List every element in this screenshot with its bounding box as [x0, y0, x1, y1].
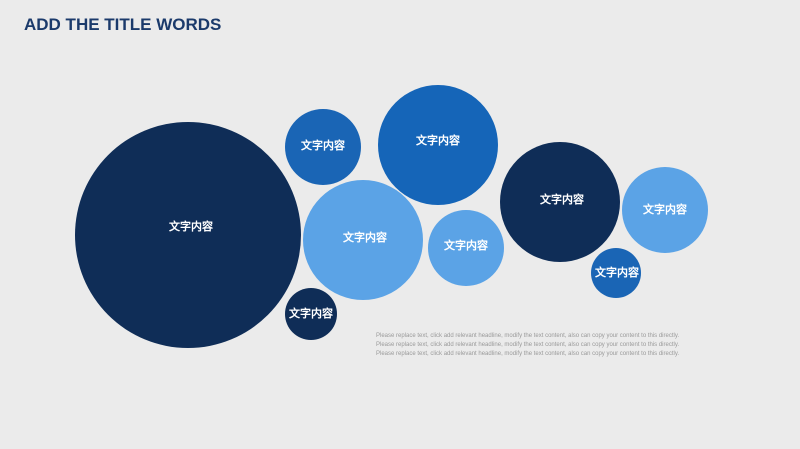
circle-label: 文字内容 [169, 219, 213, 233]
circle [75, 122, 301, 348]
circle-label: 文字内容 [540, 192, 584, 206]
circle [591, 248, 641, 298]
title: ADD THE TITLE WORDS [24, 15, 221, 34]
circle-label: 文字内容 [444, 238, 488, 252]
circle-label: 文字内容 [416, 133, 460, 147]
circle [303, 180, 423, 300]
body-text: Please replace text, click add relevant … [376, 351, 679, 357]
body-text: Please replace text, click add relevant … [376, 342, 679, 348]
circle [428, 210, 504, 286]
circle [285, 109, 361, 185]
circle [378, 85, 498, 205]
circle-label: 文字内容 [643, 202, 687, 216]
circle-label: 文字内容 [301, 138, 345, 152]
circle [622, 167, 708, 253]
circle-label: 文字内容 [343, 230, 387, 244]
circle [285, 288, 337, 340]
body-text: Please replace text, click add relevant … [376, 333, 679, 339]
circle [500, 142, 620, 262]
circle-label: 文字内容 [289, 306, 333, 320]
circle-label: 文字内容 [595, 265, 639, 279]
